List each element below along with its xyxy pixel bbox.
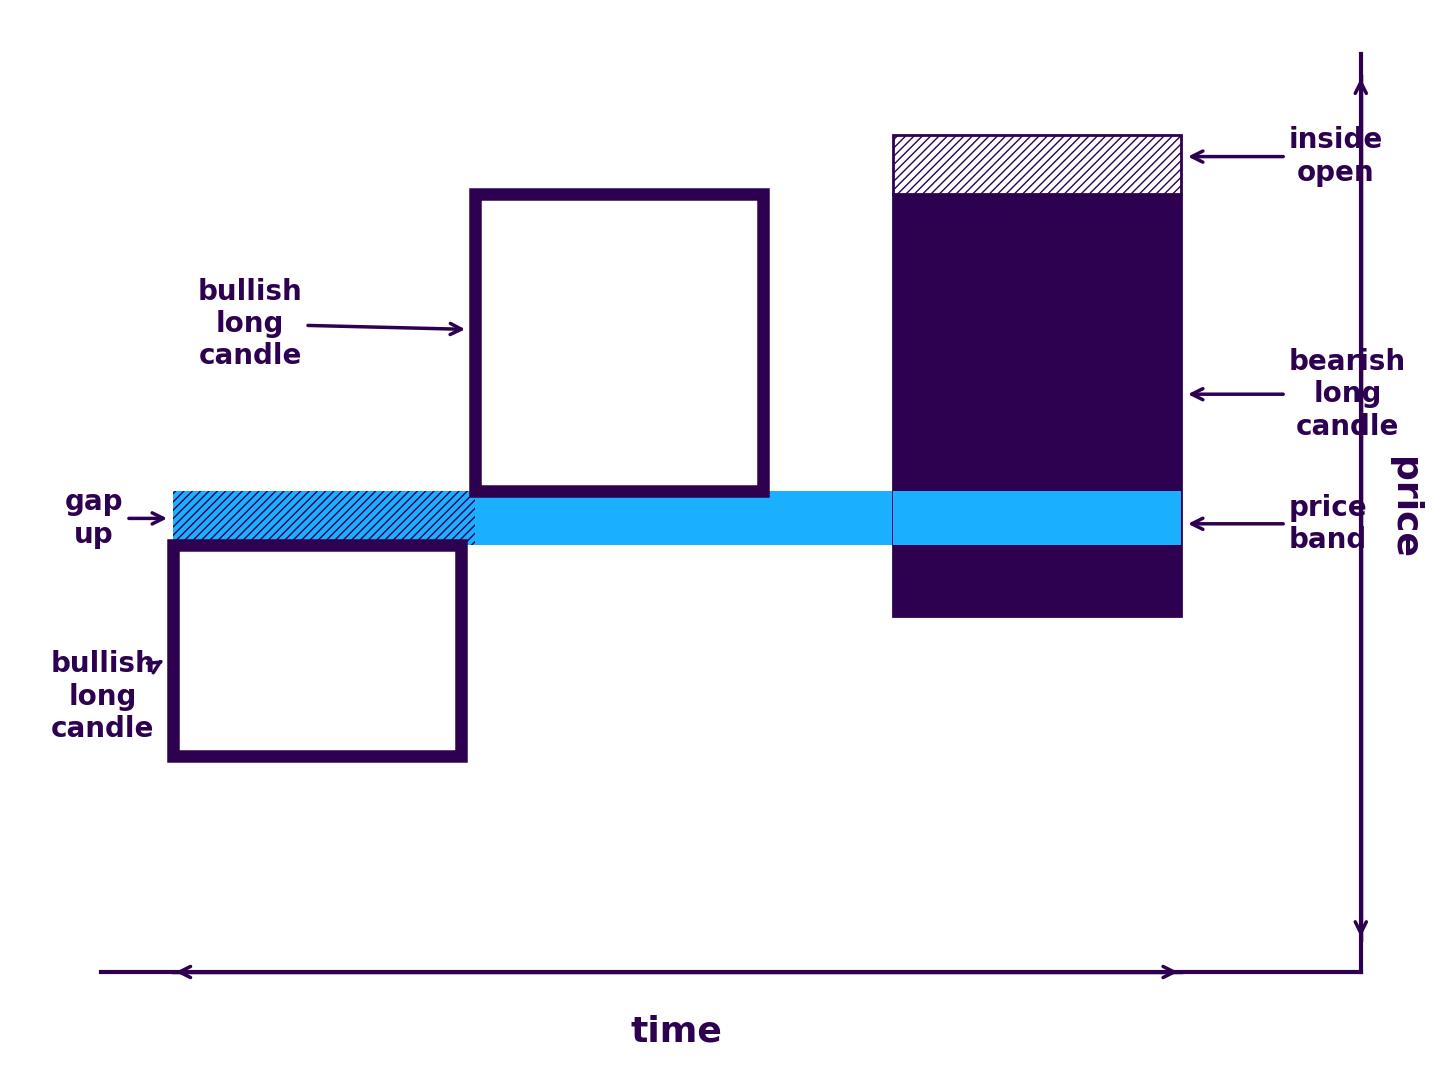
Text: bullish
long
candle: bullish long candle (50, 650, 161, 743)
Text: price
band: price band (1192, 494, 1368, 554)
Bar (893, 135, 1181, 194)
Bar (173, 545, 461, 756)
Bar (173, 491, 475, 545)
Bar (893, 194, 1181, 616)
Bar (173, 491, 1181, 545)
Text: time: time (631, 1014, 723, 1049)
Text: inside
open: inside open (1192, 126, 1382, 187)
Text: price: price (1387, 457, 1421, 558)
Bar (475, 194, 763, 491)
Text: bearish
long
candle: bearish long candle (1192, 348, 1405, 441)
Bar (893, 491, 1181, 545)
Text: gap
up: gap up (65, 488, 163, 549)
Text: bullish
long
candle: bullish long candle (197, 278, 461, 370)
